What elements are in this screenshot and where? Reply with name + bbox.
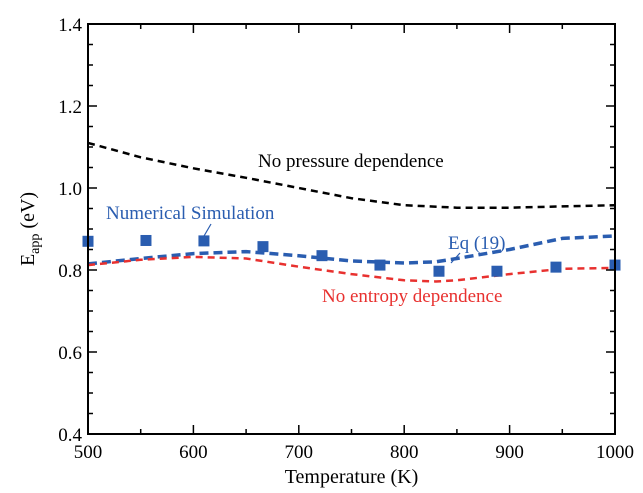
x-tick-label: 800 bbox=[390, 442, 419, 463]
y-axis-title-unit: (eV) bbox=[17, 192, 39, 234]
x-tick-label: 700 bbox=[285, 442, 314, 463]
eq-19-line bbox=[87, 234, 616, 266]
x-axis-title: Temperature (K) bbox=[285, 466, 419, 488]
annotation-eq-19: Eq (19) bbox=[448, 233, 506, 254]
y-tick-label: 1.2 bbox=[58, 97, 82, 118]
annotation-no-entropy-dependence: No entropy dependence bbox=[322, 286, 502, 307]
numerical-simulation-marker bbox=[198, 235, 210, 247]
plot-frame bbox=[87, 23, 616, 435]
y-axis-title-subscript: app bbox=[28, 234, 43, 254]
y-tick-label: 1.0 bbox=[58, 179, 82, 200]
no-pressure-dependence-line bbox=[87, 141, 616, 209]
tick-layer: 500 600 700 800 900 1000 0.4 0.6 0.8 1.0 1.2 1.4 bbox=[58, 15, 634, 463]
y-tick-label: 1.4 bbox=[58, 15, 82, 36]
numerical-simulation-marker bbox=[433, 265, 445, 277]
y-axis-title-main: E bbox=[17, 254, 39, 266]
x-tick-label: 500 bbox=[74, 442, 103, 463]
eq-19-leader bbox=[450, 252, 461, 264]
numerical-simulation-marker bbox=[140, 234, 152, 246]
numerical-simulation-marker bbox=[374, 259, 386, 271]
no-entropy-dependence-line bbox=[87, 255, 616, 283]
y-axis-title: Eapp (eV) bbox=[17, 192, 43, 266]
numerical-simulation-leader bbox=[203, 223, 212, 237]
numerical-simulation-marker bbox=[316, 250, 328, 262]
y-tick-label: 0.4 bbox=[58, 425, 82, 446]
annotation-numerical-simulation: Numerical Simulation bbox=[106, 203, 275, 224]
numerical-simulation-marker bbox=[257, 241, 269, 253]
leader-layer bbox=[203, 223, 461, 264]
numerical-simulation-marker bbox=[550, 261, 562, 273]
x-tick-label: 600 bbox=[179, 442, 208, 463]
series-layer bbox=[87, 141, 616, 283]
y-tick-label: 0.6 bbox=[58, 343, 82, 364]
x-tick-label: 900 bbox=[495, 442, 524, 463]
x-tick-label: 1000 bbox=[596, 442, 634, 463]
y-tick-label: 0.8 bbox=[58, 261, 82, 282]
numerical-simulation-marker bbox=[491, 265, 503, 277]
annotation-no-pressure-dependence: No pressure dependence bbox=[258, 151, 444, 172]
